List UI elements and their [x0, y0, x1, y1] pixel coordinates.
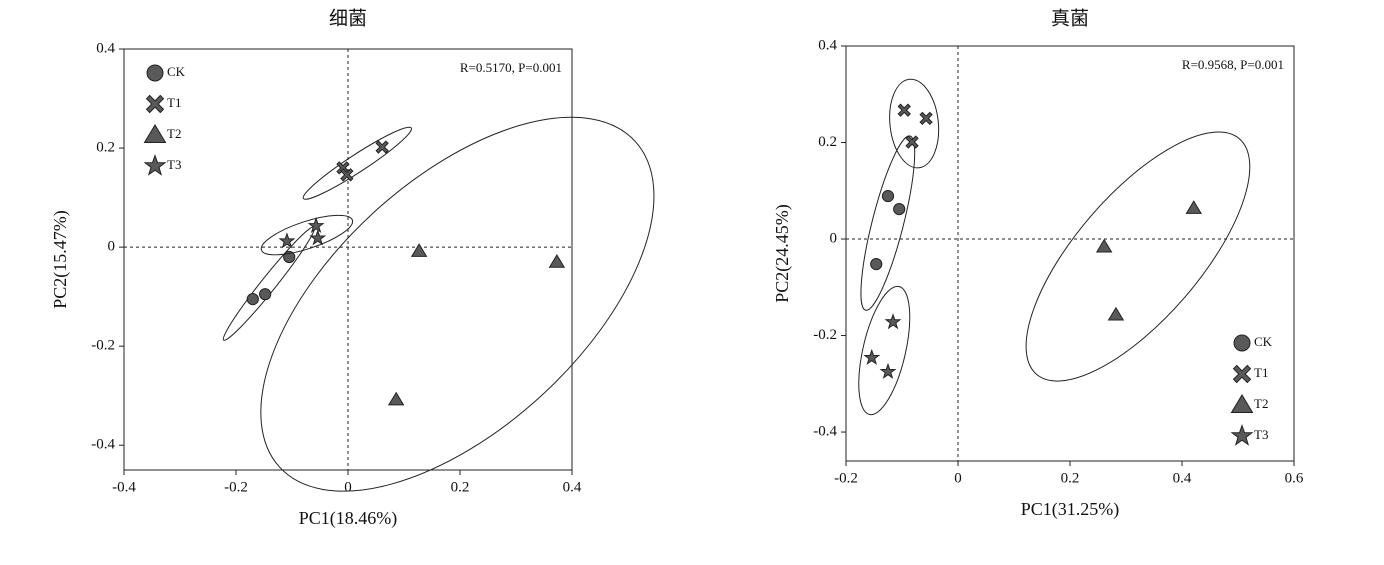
legend-label: T1: [167, 95, 181, 110]
data-point: [884, 313, 902, 330]
y-tick-label: -0.2: [813, 327, 837, 343]
y-tick-label: 0.2: [96, 139, 115, 155]
legend-label: CK: [1254, 334, 1273, 349]
legend-marker: [146, 64, 164, 82]
data-point: [1095, 238, 1113, 253]
y-tick-label: 0.2: [818, 134, 837, 150]
x-tick-label: -0.2: [834, 470, 858, 486]
confidence-ellipse: [858, 285, 911, 416]
y-tick-label: 0: [830, 230, 838, 246]
legend-marker: [143, 153, 167, 176]
x-axis-label: PC1(18.46%): [299, 508, 398, 529]
x-axis-label: PC1(31.25%): [1021, 499, 1120, 520]
x-tick-label: 0.2: [451, 479, 470, 495]
confidence-ellipse: [889, 78, 940, 169]
confidence-ellipse: [260, 116, 655, 492]
confidence-ellipse: [1025, 131, 1251, 382]
data-point: [375, 140, 389, 154]
confidence-ellipse: [222, 226, 316, 341]
data-point: [309, 229, 327, 246]
data-point: [410, 243, 428, 257]
x-tick-label: -0.4: [112, 479, 136, 495]
legend-label: T3: [1254, 427, 1268, 442]
data-point: [881, 189, 895, 203]
y-tick-label: 0.4: [818, 37, 837, 53]
data-point: [387, 391, 405, 406]
annotation: R=0.9568, P=0.001: [1182, 57, 1284, 72]
data-point: [897, 103, 911, 117]
data-point: [246, 293, 259, 306]
y-tick-label: -0.2: [91, 338, 115, 354]
data-point: [863, 348, 881, 365]
chart-title: 细菌: [329, 7, 367, 29]
confidence-ellipse: [302, 126, 412, 200]
data-point: [340, 168, 354, 182]
data-point: [905, 135, 919, 149]
data-point: [1107, 306, 1125, 321]
data-point: [278, 232, 296, 249]
confidence-ellipse: [260, 214, 354, 256]
x-tick-label: -0.2: [224, 479, 248, 495]
legend-label: T3: [167, 157, 181, 172]
legend-marker: [1230, 394, 1254, 413]
data-point: [259, 288, 272, 301]
y-tick-label: 0: [108, 239, 116, 255]
y-tick-label: -0.4: [813, 423, 837, 439]
legend-label: T2: [167, 126, 181, 141]
y-tick-label: 0.4: [96, 40, 115, 56]
x-tick-label: 0.4: [563, 479, 582, 495]
x-tick-label: 0: [954, 470, 962, 486]
legend-label: T2: [1254, 396, 1268, 411]
x-tick-label: 0.4: [1173, 470, 1192, 486]
data-point: [919, 111, 933, 126]
data-point: [893, 203, 906, 216]
y-tick-label: -0.4: [91, 437, 115, 453]
data-point: [548, 254, 566, 268]
confidence-ellipse: [860, 135, 916, 311]
x-tick-label: 0: [344, 479, 352, 495]
legend-marker: [1232, 364, 1252, 384]
legend-label: T1: [1254, 365, 1268, 380]
legend-marker: [143, 124, 167, 143]
data-point: [307, 216, 325, 234]
legend-label: CK: [167, 64, 186, 79]
chart-title: 真菌: [1051, 7, 1089, 29]
data-point: [879, 362, 897, 379]
data-point: [1185, 200, 1202, 214]
y-axis-label: PC2(24.45%): [772, 204, 793, 303]
x-tick-label: 0.2: [1061, 470, 1080, 486]
data-point: [870, 258, 883, 271]
plot-frame: [845, 45, 1295, 462]
legend-marker: [1233, 334, 1251, 352]
annotation: R=0.5170, P=0.001: [460, 60, 562, 75]
legend-marker: [1230, 423, 1254, 446]
x-tick-label: 0.6: [1285, 470, 1304, 486]
y-axis-label: PC2(15.47%): [50, 210, 71, 309]
legend-marker: [145, 94, 165, 114]
